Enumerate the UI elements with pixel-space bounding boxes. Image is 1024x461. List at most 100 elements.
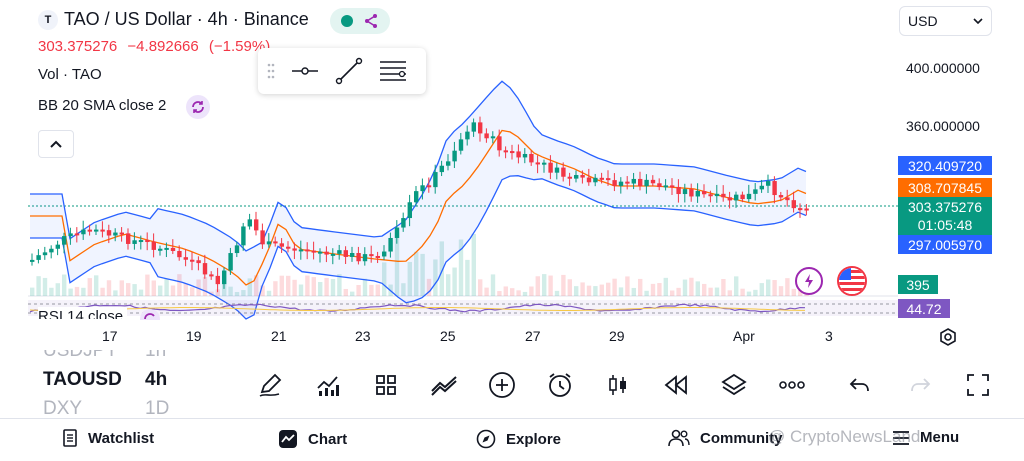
more-icon[interactable] [776, 369, 808, 401]
symbol-row-active[interactable]: TAOUSD 4h [43, 364, 243, 396]
candle-body [734, 194, 739, 201]
undo-icon[interactable] [844, 369, 876, 401]
volume-bar [100, 287, 105, 296]
candle-body [682, 189, 688, 195]
chevron-down-icon [973, 18, 983, 24]
volume-bar [471, 233, 476, 296]
volume-bar [433, 259, 438, 296]
replay-icon[interactable] [660, 369, 692, 401]
candles-icon[interactable] [602, 369, 634, 401]
settings-hex-icon[interactable] [937, 326, 959, 348]
nav-chart[interactable]: Chart [278, 429, 347, 449]
candle-body [49, 248, 54, 253]
currency-select[interactable]: USD [899, 6, 992, 36]
candle-body [503, 150, 508, 153]
trend-line-tool-icon[interactable] [334, 56, 364, 86]
candle-body [778, 195, 784, 198]
redo-icon[interactable] [904, 369, 936, 401]
candle-body [388, 237, 393, 252]
volume-bar [759, 283, 764, 296]
volume-bar [727, 290, 732, 296]
volume-bar [721, 278, 726, 296]
candle-body [695, 191, 700, 197]
add-icon[interactable] [486, 369, 518, 401]
symbol-row[interactable]: USDJPY 1h [43, 350, 243, 364]
candle-body [586, 177, 592, 183]
volume-bar [497, 291, 502, 296]
alarm-icon[interactable] [544, 369, 576, 401]
collapse-legend-button[interactable] [38, 130, 74, 158]
rsi-loading-icon[interactable] [139, 308, 161, 320]
volume-bar [74, 286, 80, 296]
symbol-title[interactable]: TAO / US Dollar · 4h · Binance [64, 9, 309, 29]
candle-body [433, 172, 438, 188]
watermark: @ CryptoNewsLand [768, 427, 921, 446]
pen-icon[interactable] [254, 369, 286, 401]
candle-body [94, 229, 99, 232]
volume-bar [369, 284, 374, 296]
candle-body [759, 185, 764, 190]
indicator-loading-icon[interactable] [186, 95, 210, 119]
candle-body [542, 162, 547, 165]
candle-body [254, 219, 259, 231]
volume-bar [446, 274, 451, 296]
candle-body [791, 200, 796, 209]
candle-body [650, 179, 656, 184]
status-pill[interactable] [330, 8, 390, 34]
symbol-name: USDJPY [43, 350, 118, 361]
last-price-text: 303.375276 [38, 38, 118, 55]
compare-icon[interactable] [428, 369, 460, 401]
candle-body [702, 191, 707, 195]
layout-grid-icon[interactable] [370, 369, 402, 401]
candle-body [740, 194, 745, 200]
candle-body [580, 175, 585, 178]
layers-icon[interactable] [718, 369, 750, 401]
symbol-picker[interactable]: USDJPY 1h TAOUSD 4h DXY 1D [43, 350, 243, 420]
candle-body [689, 189, 694, 197]
fullscreen-icon[interactable] [962, 369, 994, 401]
us-flag-event-icon[interactable] [837, 266, 867, 296]
rsi-legend[interactable]: RSI 14 close [38, 307, 128, 319]
symbol-row[interactable]: DXY 1D [43, 396, 243, 420]
volume-bar [778, 286, 784, 296]
candle-body [625, 181, 630, 184]
nav-watchlist[interactable]: Watchlist [62, 429, 154, 447]
bollinger-legend[interactable]: BB 20 SMA close 2 [38, 97, 167, 114]
drag-handle-icon[interactable] [266, 62, 276, 80]
price-chart[interactable] [0, 0, 1024, 350]
volume-bar [190, 287, 195, 296]
chart-indicators-icon[interactable] [312, 369, 344, 401]
candle-body [132, 240, 137, 244]
fib-retracement-tool-icon[interactable] [378, 58, 408, 84]
candle-body [177, 250, 182, 258]
nav-menu[interactable]: Menu [892, 429, 959, 446]
volume-bar [458, 239, 464, 296]
candle-body [529, 153, 534, 163]
candle-body [426, 185, 432, 188]
volume-bar [414, 251, 419, 296]
candle-body [606, 178, 611, 181]
horizontal-line-tool-icon[interactable] [290, 61, 320, 81]
candle-body [279, 243, 284, 247]
candle-body [490, 136, 496, 139]
volume-bar [638, 278, 643, 296]
volume-bar [663, 277, 668, 296]
candle-body [657, 183, 662, 188]
volume-bar [394, 232, 400, 296]
volume-bar [382, 262, 387, 296]
candle-body [510, 151, 515, 154]
volume-bar [510, 288, 515, 296]
candles [30, 116, 809, 293]
candle-body [772, 181, 777, 196]
nav-community[interactable]: Community [668, 429, 783, 447]
candle-body [36, 255, 41, 260]
volume-legend[interactable]: Vol · TAO [38, 66, 102, 83]
candle-body [535, 162, 540, 165]
symbol-interval: 1D [145, 398, 170, 419]
nav-explore[interactable]: Explore [476, 429, 561, 449]
candle-body [87, 229, 92, 232]
lightning-event-icon[interactable] [795, 267, 823, 295]
candle-body [458, 139, 464, 151]
volume-bar [484, 287, 489, 296]
volume-bar [241, 290, 246, 296]
